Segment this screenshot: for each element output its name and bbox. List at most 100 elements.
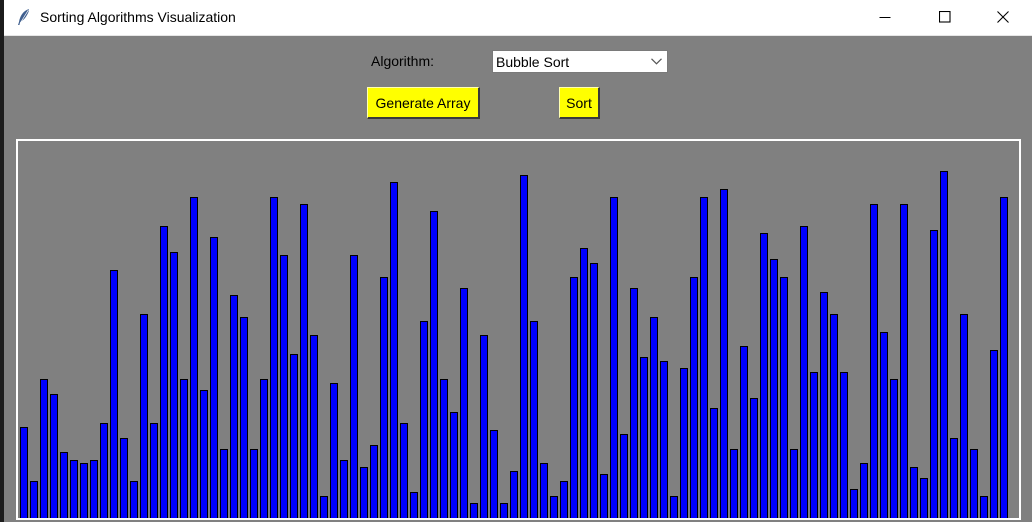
array-bar xyxy=(870,204,878,518)
array-bars xyxy=(18,141,1019,518)
array-bar xyxy=(630,288,638,518)
array-bar xyxy=(510,471,518,518)
array-bar xyxy=(910,467,918,518)
array-bar xyxy=(330,383,338,518)
array-bar xyxy=(690,277,698,518)
array-bar xyxy=(100,423,108,518)
array-bar xyxy=(30,481,38,518)
array-bar xyxy=(990,350,998,518)
array-bar xyxy=(560,481,568,518)
minimize-icon xyxy=(879,17,891,18)
array-bar xyxy=(430,211,438,518)
array-bar xyxy=(50,394,58,518)
array-bar xyxy=(710,408,718,518)
array-bar xyxy=(470,503,478,518)
title-bar[interactable]: Sorting Algorithms Visualization xyxy=(4,0,1032,36)
array-bar xyxy=(810,372,818,518)
array-bar xyxy=(260,379,268,518)
array-bar xyxy=(760,233,768,518)
maximize-icon xyxy=(939,11,951,23)
array-bar xyxy=(580,248,588,518)
array-bar xyxy=(940,171,948,518)
array-bar xyxy=(480,335,488,518)
array-bar xyxy=(310,335,318,518)
array-bar xyxy=(680,368,688,518)
array-bar xyxy=(830,314,838,518)
array-bar xyxy=(230,295,238,518)
array-bar xyxy=(800,226,808,518)
array-bar xyxy=(240,317,248,518)
array-bar xyxy=(960,314,968,518)
close-button[interactable] xyxy=(980,0,1026,35)
visualization-canvas xyxy=(16,139,1021,520)
array-bar xyxy=(610,197,618,518)
array-bar xyxy=(180,379,188,518)
array-bar xyxy=(140,314,148,518)
array-bar xyxy=(400,423,408,518)
array-bar xyxy=(300,204,308,518)
array-bar xyxy=(200,390,208,518)
algorithm-select-value: Bubble Sort xyxy=(496,54,570,70)
array-bar xyxy=(440,379,448,518)
array-bar xyxy=(700,197,708,518)
array-bar xyxy=(410,492,418,518)
algorithm-label: Algorithm: xyxy=(371,53,435,69)
array-bar xyxy=(40,379,48,518)
array-bar xyxy=(890,379,898,518)
array-bar xyxy=(900,204,908,518)
array-bar xyxy=(210,237,218,518)
array-bar xyxy=(970,449,978,518)
array-bar xyxy=(930,230,938,518)
array-bar xyxy=(650,317,658,518)
generate-array-button[interactable]: Generate Array xyxy=(367,87,480,119)
array-bar xyxy=(730,449,738,518)
array-bar xyxy=(370,445,378,518)
array-bar xyxy=(270,197,278,518)
array-bar xyxy=(520,175,528,518)
array-bar xyxy=(450,412,458,518)
minimize-button[interactable] xyxy=(862,0,908,35)
array-bar xyxy=(920,478,928,518)
array-bar xyxy=(20,427,28,518)
array-bar xyxy=(280,255,288,518)
array-bar xyxy=(80,463,88,518)
array-bar xyxy=(110,270,118,518)
array-bar xyxy=(250,449,258,518)
array-bar xyxy=(980,496,988,518)
array-bar xyxy=(390,182,398,518)
array-bar xyxy=(160,226,168,518)
array-bar xyxy=(860,463,868,518)
sort-button[interactable]: Sort xyxy=(559,87,600,119)
array-bar xyxy=(320,496,328,518)
array-bar xyxy=(490,430,498,518)
array-bar xyxy=(70,460,78,518)
array-bar xyxy=(550,496,558,518)
array-bar xyxy=(590,263,598,518)
algorithm-select[interactable]: Bubble Sort xyxy=(492,50,668,73)
maximize-button[interactable] xyxy=(922,0,968,35)
array-bar xyxy=(770,259,778,518)
array-bar xyxy=(290,354,298,518)
array-bar xyxy=(750,398,758,518)
array-bar xyxy=(500,503,508,518)
array-bar xyxy=(790,449,798,518)
window-title: Sorting Algorithms Visualization xyxy=(40,9,236,25)
feather-icon xyxy=(16,8,32,26)
array-bar xyxy=(780,277,788,518)
array-bar xyxy=(640,357,648,518)
array-bar xyxy=(570,277,578,518)
array-bar xyxy=(220,449,228,518)
array-bar xyxy=(660,361,668,518)
array-bar xyxy=(820,292,828,518)
array-bar xyxy=(380,277,388,518)
array-bar xyxy=(150,423,158,518)
array-bar xyxy=(130,481,138,518)
array-bar xyxy=(1000,197,1008,518)
array-bar xyxy=(60,452,68,518)
chevron-down-icon xyxy=(651,58,662,65)
array-bar xyxy=(340,460,348,518)
array-bar xyxy=(120,438,128,518)
array-bar xyxy=(740,346,748,518)
array-bar xyxy=(950,438,958,518)
array-bar xyxy=(360,467,368,518)
